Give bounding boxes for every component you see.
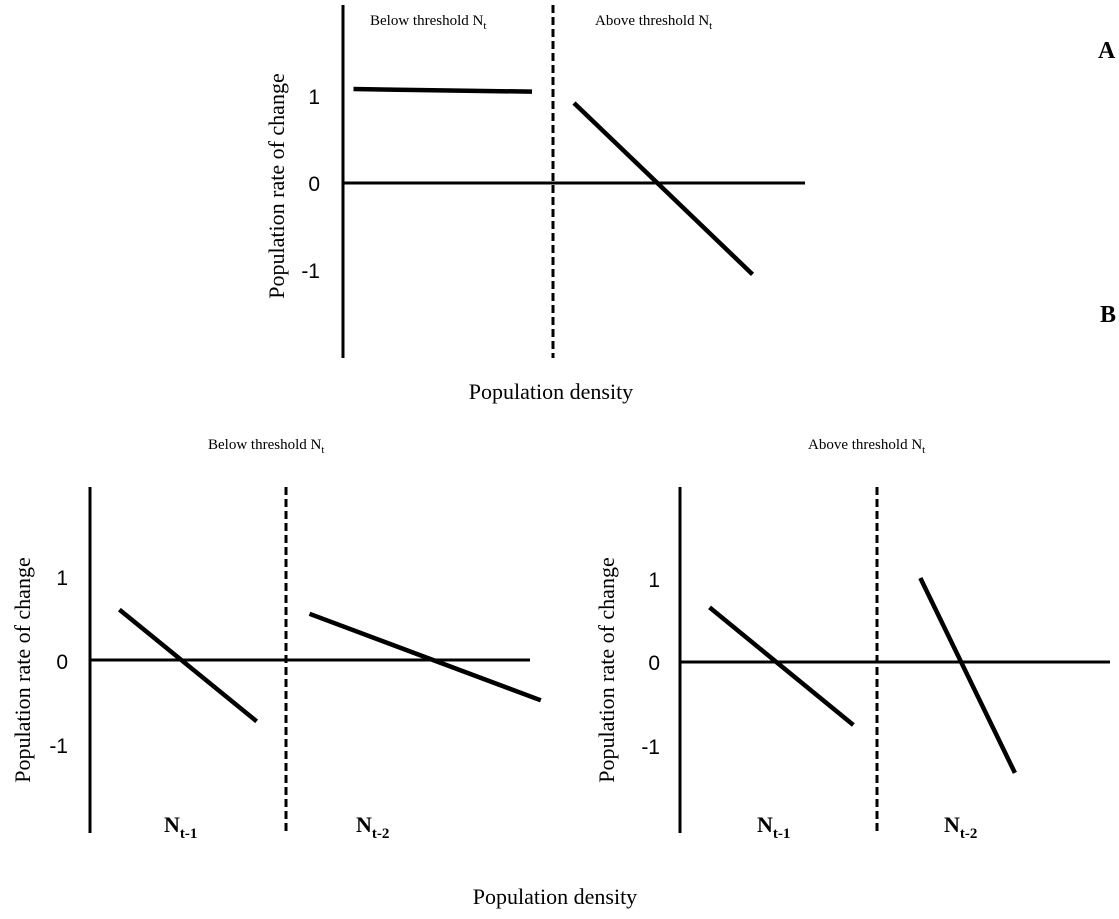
panel-b-right-y-label: Population rate of change xyxy=(594,557,619,782)
panel-b-left-below-threshold-label: Below threshold Nt xyxy=(208,437,324,456)
panel-b-left-nt2-label: Nt-2 xyxy=(356,812,389,842)
panel-b-right-nt2-label: Nt-2 xyxy=(944,812,977,842)
b-right-segment-2 xyxy=(918,577,1017,774)
panel-a-below-threshold-label: Below threshold Nt xyxy=(370,13,486,32)
panel-a-segments xyxy=(353,86,755,276)
panel-a-y-label: Population rate of change xyxy=(264,73,289,298)
panel-a-letter: A xyxy=(1098,38,1116,64)
panel-b-left: Below threshold Nt 1 0 -1 Population rat… xyxy=(10,437,542,842)
panel-b-letter: B xyxy=(1100,302,1116,328)
panel-b-right-above-threshold-label: Above threshold Nt xyxy=(808,437,925,456)
panel-b-right-tick-0: 0 xyxy=(648,652,660,675)
panel-a-tick-0: 0 xyxy=(308,173,320,196)
panel-b-left-segments xyxy=(117,607,542,724)
panel-b-right-tick-minus1: -1 xyxy=(641,736,660,759)
panel-b-left-tick-1: 1 xyxy=(56,567,68,590)
b-left-segment-2 xyxy=(308,611,542,703)
panel-b-right-segments xyxy=(708,577,1017,774)
panel-b-left-tick-minus1: -1 xyxy=(49,735,68,758)
panel-b-left-y-label: Population rate of change xyxy=(10,557,35,782)
b-left-segment-1 xyxy=(117,607,259,724)
a-segment-2 xyxy=(572,101,755,276)
panel-b-left-tick-0: 0 xyxy=(56,651,68,674)
panel-b-x-label: Population density xyxy=(473,884,637,909)
panel-a-x-label: Population density xyxy=(469,379,633,404)
panel-b-right-tick-1: 1 xyxy=(648,569,660,592)
panel-a: Below threshold Nt Above threshold Nt A … xyxy=(264,5,1116,404)
panel-a-tick-1: 1 xyxy=(308,86,320,109)
a-segment-1 xyxy=(353,86,533,94)
panel-b-right-nt1-label: Nt-1 xyxy=(757,812,790,842)
panel-a-above-threshold-label: Above threshold Nt xyxy=(595,13,712,32)
panel-b-left-nt1-label: Nt-1 xyxy=(164,812,197,842)
panel-a-tick-minus1: -1 xyxy=(301,260,320,283)
panel-b-right: Above threshold Nt 1 0 -1 Population rat… xyxy=(594,437,1110,842)
b-right-segment-1 xyxy=(708,605,855,727)
